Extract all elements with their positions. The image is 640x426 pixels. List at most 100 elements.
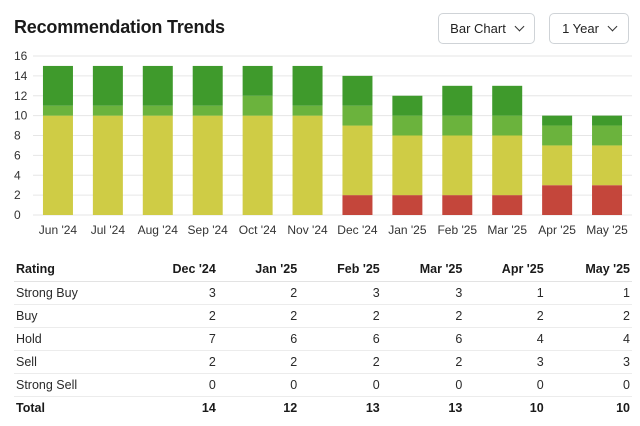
bar-segment-strong-buy[interactable] [442, 85, 473, 116]
bar-segment-strong-buy[interactable] [592, 115, 623, 126]
y-tick-label: 0 [14, 208, 21, 222]
table-cell: 10 [616, 400, 630, 415]
bar-segment-strong-buy[interactable] [242, 65, 273, 96]
column-header: Apr '25 [464, 258, 546, 282]
row-label: Strong Buy [14, 281, 134, 305]
column-header: Feb '25 [299, 258, 382, 282]
bar-segment-hold[interactable] [592, 145, 623, 186]
bar-segment-hold[interactable] [92, 115, 123, 215]
table-cell: 2 [217, 281, 300, 305]
table-cell: 2 [134, 304, 218, 328]
table-cell: 2 [299, 304, 382, 328]
chart-type-dropdown[interactable]: Bar Chart [438, 13, 535, 44]
bar-segment-hold[interactable] [342, 125, 373, 196]
table-cell: 13 [365, 400, 380, 415]
bar-segment-buy[interactable] [292, 105, 323, 116]
bar-segment-strong-buy[interactable] [142, 65, 173, 106]
row-label: Hold [14, 327, 134, 351]
bar-segment-sell[interactable] [492, 195, 523, 215]
y-tick-label: 10 [14, 109, 28, 123]
table-row: Buy 2 2 2 2 2 2 [14, 304, 632, 328]
table-cell: 2 [299, 350, 382, 374]
x-tick-label: May '25 [586, 223, 628, 237]
period-label: 1 Year [562, 21, 599, 36]
bar-segment-sell[interactable] [392, 195, 423, 215]
bar-segment-buy[interactable] [392, 115, 423, 136]
bar-segment-hold[interactable] [392, 135, 423, 196]
x-tick-label: Dec '24 [337, 223, 378, 237]
x-tick-label: Apr '25 [538, 223, 576, 237]
bar-segment-hold[interactable] [292, 115, 323, 215]
period-dropdown[interactable]: 1 Year [549, 13, 629, 44]
bar-segment-strong-buy[interactable] [42, 65, 73, 106]
bar-segment-strong-buy[interactable] [392, 95, 423, 116]
bar-segment-strong-buy[interactable] [492, 85, 523, 116]
column-header: Rating [14, 258, 134, 282]
bar-segment-hold[interactable] [492, 135, 523, 196]
x-tick-label: Jan '25 [388, 223, 427, 237]
table-cell: 0 [381, 373, 465, 397]
table-cell: 2 [545, 304, 632, 328]
x-tick-label: Oct '24 [239, 223, 277, 237]
y-axis-ticks: 0 2 4 6 8 10 12 14 16 [14, 49, 28, 222]
y-tick-label: 12 [14, 89, 28, 103]
chart-type-label: Bar Chart [450, 21, 506, 36]
table-cell: 2 [217, 304, 300, 328]
bar-segment-buy[interactable] [342, 105, 373, 126]
table-cell: 0 [134, 373, 218, 397]
x-tick-label: Aug '24 [138, 223, 179, 237]
bar-segment-buy[interactable] [492, 115, 523, 136]
bar-segment-strong-buy[interactable] [542, 115, 573, 126]
row-label: Total [16, 400, 45, 415]
column-header: May '25 [545, 258, 632, 282]
bar-segment-strong-buy[interactable] [192, 65, 223, 106]
bar-segment-sell[interactable] [342, 195, 373, 215]
bar-segment-hold[interactable] [142, 115, 173, 215]
bar-segment-buy[interactable] [192, 105, 223, 116]
bar-segment-sell[interactable] [442, 195, 473, 215]
bar-segment-strong-buy[interactable] [342, 75, 373, 106]
ratings-table: Rating Dec '24 Jan '25 Feb '25 Mar '25 A… [14, 258, 632, 419]
y-tick-label: 2 [14, 188, 21, 202]
bar-segment-buy[interactable] [242, 95, 273, 116]
table-row: Strong Buy 3 2 3 3 1 1 [14, 281, 632, 305]
bar-segment-hold[interactable] [442, 135, 473, 196]
x-tick-label: Feb '25 [437, 223, 477, 237]
table-cell: 3 [545, 350, 632, 374]
bar-segment-hold[interactable] [42, 115, 73, 215]
bar-segment-hold[interactable] [542, 145, 573, 186]
table-cell: 2 [134, 350, 218, 374]
table-cell: 2 [381, 304, 465, 328]
bar-segment-hold[interactable] [242, 115, 273, 215]
table-header-row: Rating Dec '24 Jan '25 Feb '25 Mar '25 A… [14, 258, 632, 282]
table-cell: 3 [134, 281, 218, 305]
x-axis-ticks: Jun '24 Jul '24 Aug '24 Sep '24 Oct '24 Nov '… [39, 223, 628, 237]
row-label: Sell [14, 350, 134, 374]
column-header: Dec '24 [134, 258, 218, 282]
table-cell: 3 [381, 281, 465, 305]
table-cell: 14 [201, 400, 216, 415]
table-row: Hold 7 6 6 6 4 4 [14, 327, 632, 351]
bar-segment-buy[interactable] [592, 125, 623, 146]
bar-segment-sell[interactable] [542, 185, 573, 215]
table-cell: 6 [299, 327, 382, 351]
table-cell: 0 [217, 373, 300, 397]
chevron-down-icon [514, 21, 525, 32]
bar-segment-buy[interactable] [142, 105, 173, 116]
x-tick-label: Sep '24 [188, 223, 229, 237]
bar-segment-sell[interactable] [592, 185, 623, 215]
y-tick-label: 14 [14, 69, 28, 83]
y-tick-label: 4 [14, 168, 21, 182]
table-cell: 0 [545, 373, 632, 397]
bar-segment-hold[interactable] [192, 115, 223, 215]
table-cell: 12 [283, 400, 298, 415]
bar-segment-buy[interactable] [92, 105, 123, 116]
bar-segment-buy[interactable] [42, 105, 73, 116]
row-label: Buy [14, 304, 134, 328]
y-tick-label: 6 [14, 148, 21, 162]
x-tick-label: Mar '25 [487, 223, 527, 237]
bar-segment-buy[interactable] [442, 115, 473, 136]
bar-segment-buy[interactable] [542, 125, 573, 146]
bar-segment-strong-buy[interactable] [92, 65, 123, 106]
bar-segment-strong-buy[interactable] [292, 65, 323, 106]
